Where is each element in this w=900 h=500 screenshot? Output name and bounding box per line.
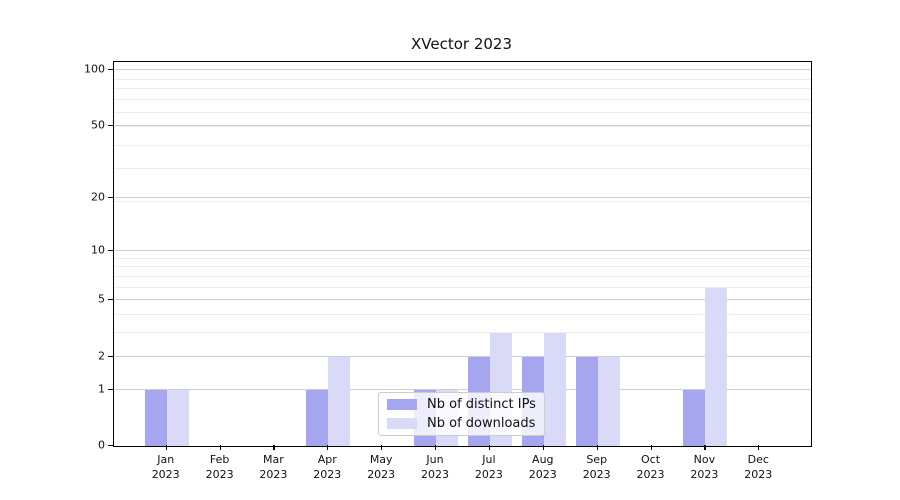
bar-nov-downloads (705, 287, 728, 446)
y-axis-tick (108, 445, 113, 447)
chart-title: XVector 2023 (410, 35, 512, 53)
x-axis-tick (542, 445, 544, 450)
gridline-minor (114, 126, 811, 128)
y-axis-tick-label: 20 (91, 190, 105, 204)
legend-item-downloads: Nb of downloads (387, 416, 536, 431)
y-axis-tick-label: 5 (98, 292, 105, 306)
x-axis-tick (488, 445, 491, 450)
legend-swatch-downloads (387, 418, 417, 429)
x-axis-tick (650, 445, 652, 450)
x-axis-tick (219, 445, 221, 450)
x-axis-tick (381, 445, 383, 450)
gridline-minor (114, 332, 811, 334)
legend-item-distinct-ips: Nb of distinct IPs (387, 397, 536, 412)
x-axis-tick-label: Dec 2023 (744, 453, 773, 481)
y-axis-tick (108, 355, 113, 357)
legend: Nb of distinct IPs Nb of downloads (378, 392, 545, 436)
x-axis-tick-label: Nov 2023 (690, 453, 719, 481)
x-axis-tick-label: Oct 2023 (636, 453, 665, 481)
x-axis-tick (758, 445, 760, 450)
bar-jan-downloads (166, 389, 189, 446)
y-axis-tick-label: 0 (98, 438, 105, 452)
x-axis-tick-label: May 2023 (367, 453, 396, 481)
y-axis-tick-label: 100 (84, 62, 105, 76)
gridline-minor (114, 144, 811, 146)
bar-apr-ips (306, 389, 329, 446)
bar-jan-ips (144, 389, 167, 446)
x-axis-tick (704, 445, 706, 450)
gridline-major (114, 197, 811, 199)
gridline-minor (114, 275, 811, 277)
gridline-major (114, 249, 811, 251)
gridline-minor (114, 286, 811, 288)
gridline-major (114, 388, 811, 390)
gridline-minor (114, 168, 811, 169)
gridline-minor (114, 201, 811, 203)
gridline-major (114, 299, 811, 301)
bar-aug-downloads (543, 333, 566, 446)
legend-label-distinct-ips: Nb of distinct IPs (427, 397, 536, 412)
x-axis-tick (273, 445, 275, 450)
x-axis-tick (327, 445, 329, 450)
gridline-major (114, 69, 811, 71)
gridline-minor (114, 88, 811, 90)
x-axis-tick-label: Jan 2023 (151, 453, 180, 481)
x-axis-tick-label: Mar 2023 (259, 453, 288, 481)
x-axis-tick-label: Aug 2023 (528, 453, 557, 481)
y-axis-tick (108, 299, 113, 301)
y-axis-tick (108, 388, 113, 390)
gridline-minor (114, 99, 811, 100)
legend-swatch-distinct-ips (387, 399, 417, 410)
gridline-minor (114, 78, 811, 80)
gridline-minor (114, 257, 811, 259)
bar-sep-ips (575, 356, 598, 446)
y-axis-tick (108, 124, 113, 126)
gridline-minor (114, 266, 811, 268)
bar-apr-downloads (328, 356, 351, 446)
x-axis-tick (596, 445, 598, 450)
y-axis-tick (108, 249, 113, 251)
x-axis-tick (435, 445, 437, 450)
x-axis-tick-label: Jul 2023 (474, 453, 503, 481)
bar-nov-ips (683, 389, 706, 446)
x-axis-tick-label: Sep 2023 (582, 453, 611, 481)
y-axis-tick-label: 1 (98, 382, 105, 396)
x-axis-tick-label: Apr 2023 (313, 453, 342, 481)
x-axis-tick-label: Jun 2023 (421, 453, 449, 481)
gridline-minor (114, 111, 811, 113)
bar-sep-downloads (597, 356, 620, 446)
gridline-minor (114, 313, 811, 315)
x-axis-tick (165, 445, 167, 450)
legend-label-downloads: Nb of downloads (427, 416, 536, 431)
x-axis-tick-label: Feb 2023 (205, 453, 234, 481)
y-axis-tick-label: 50 (91, 118, 105, 132)
gridline-major (114, 355, 811, 357)
gridline-major (114, 124, 811, 126)
plot-area (113, 61, 812, 447)
y-axis-tick (108, 69, 113, 71)
y-axis-tick-label: 10 (91, 243, 105, 257)
y-axis-tick (108, 197, 113, 199)
y-axis-tick-label: 2 (98, 349, 105, 362)
